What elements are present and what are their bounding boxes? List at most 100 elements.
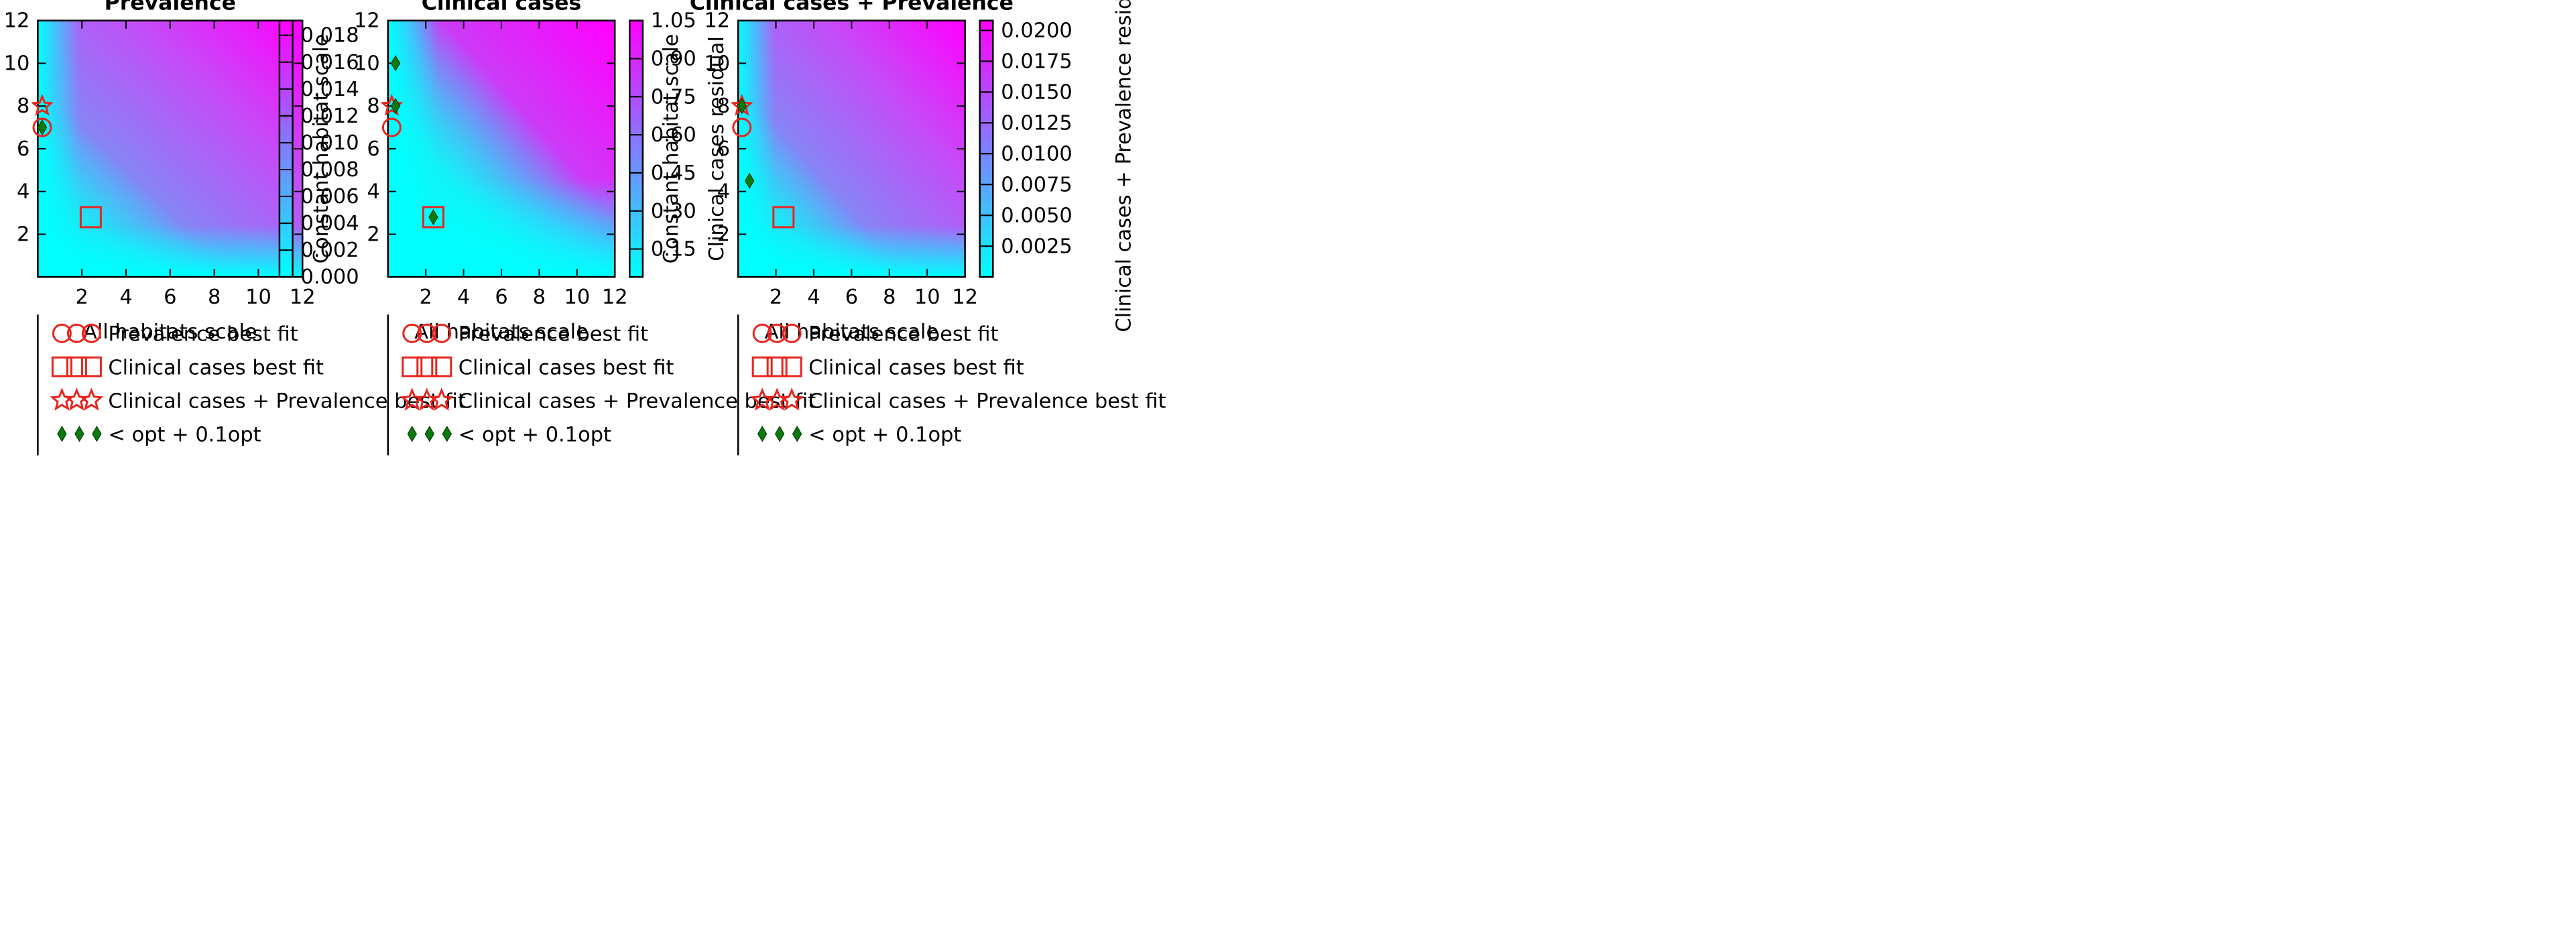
y-tick-label: 10 <box>354 52 380 75</box>
y-tick-label: 4 <box>717 180 730 204</box>
legend-label: < opt + 0.1opt <box>108 423 261 446</box>
marker-prevalence-best-fit <box>381 117 402 137</box>
x-tick-label: 10 <box>564 286 590 309</box>
y-tick-label: 2 <box>17 223 29 246</box>
legend-entry: Clinical cases best fit <box>402 356 674 379</box>
y-tick-label: 10 <box>704 52 730 75</box>
legend-circle-icon <box>782 323 802 343</box>
x-tick-label: 2 <box>770 286 782 309</box>
marker-clinical-best-fit <box>79 206 102 229</box>
legend-square-icon <box>751 356 773 377</box>
y-tick-label: 8 <box>17 95 29 118</box>
marker-near-optimal <box>428 208 438 226</box>
legend-entry: Prevalence best fit <box>402 322 648 346</box>
y-tick-label: 8 <box>367 95 379 118</box>
colorbar-tick-label: 0.006 <box>301 185 359 208</box>
legend-square-icon <box>416 356 438 377</box>
x-tick-label: 4 <box>119 286 132 309</box>
colorbar-tick-label: 0.45 <box>651 162 696 185</box>
legend-label: Clinical cases best fit <box>458 356 674 379</box>
x-tick-label: 6 <box>845 286 858 309</box>
legend-entry: Prevalence best fit <box>52 322 298 346</box>
colorbar-tick-label: 0.60 <box>651 123 696 147</box>
legend-circle-icon <box>52 323 72 343</box>
colorbar-tick-label: 0.0125 <box>1001 111 1072 135</box>
x-tick-label: 12 <box>602 286 628 309</box>
chart-title: Clinical cases + Prevalence <box>690 0 1014 15</box>
legend-entry: < opt + 0.1opt <box>407 423 611 446</box>
chart-title: Clinical cases <box>422 0 581 15</box>
legend-square-icon <box>781 356 802 377</box>
legend-label: Clinical cases best fit <box>808 356 1024 379</box>
marker-clinical-best-fit <box>422 206 444 229</box>
legend-square-icon <box>402 356 423 377</box>
x-tick-label: 12 <box>952 286 978 309</box>
legend-square-icon <box>66 356 87 377</box>
legend: Prevalence best fit Clinical cases best f… <box>387 314 816 456</box>
legend-entry: < opt + 0.1opt <box>757 423 961 446</box>
legend-circle-icon <box>767 323 787 343</box>
legend-entry: Clinical cases + Prevalence best fit <box>750 387 1166 413</box>
colorbar-tick-label: 0.018 <box>301 24 359 48</box>
marker-near-optimal <box>744 172 755 189</box>
y-axis-label: Constant habitat scale <box>310 34 333 264</box>
x-tick-label: 10 <box>914 286 940 309</box>
legend-entry: Clinical cases best fit <box>51 356 324 379</box>
colorbar-tick-label: 0.016 <box>301 51 359 74</box>
legend-star-icon <box>780 387 804 411</box>
legend-entry: Clinical cases + Prevalence best fit <box>50 387 466 413</box>
marker-near-optimal <box>390 55 401 72</box>
legend-star-icon <box>79 387 104 411</box>
legend: Prevalence best fit Clinical cases best f… <box>737 314 1166 456</box>
colorbar-tick-label: 0.008 <box>301 158 359 182</box>
colorbar-tick-label: 0.0025 <box>1001 235 1072 258</box>
legend-diamond-icon <box>424 426 434 442</box>
colorbar-tick-label: 0.010 <box>301 131 359 155</box>
legend-label: Clinical cases + Prevalence best fit <box>808 389 1166 413</box>
x-axis-label: All habitats scale <box>83 320 257 344</box>
y-tick-label: 2 <box>717 223 730 246</box>
legend-circle-icon <box>432 323 452 343</box>
legend-diamond-icon <box>774 426 785 442</box>
colorbar-tick-label: 0.75 <box>651 85 696 109</box>
y-tick-label: 6 <box>17 137 29 161</box>
colorbar-tick-label: 0.0050 <box>1001 204 1072 227</box>
marker-near-optimal <box>390 98 401 115</box>
chart-title: Prevalence <box>105 0 236 15</box>
legend-circle-icon <box>81 323 101 343</box>
legend-label: Prevalence best fit <box>458 322 648 346</box>
x-tick-label: 2 <box>420 286 432 309</box>
colorbar-tick-label: 0.90 <box>651 47 696 70</box>
colorbar-tick-label: 0.000 <box>301 265 359 289</box>
colorbar-tick-label: 0.0075 <box>1001 173 1072 196</box>
legend-label: Clinical cases + Prevalence best fit <box>108 389 465 413</box>
colorbar-tick-label: 0.0100 <box>1001 142 1072 166</box>
legend-diamond-icon <box>757 426 768 442</box>
y-tick-label: 12 <box>4 9 30 33</box>
colorbar-tick-label: 0.0150 <box>1001 80 1072 104</box>
y-axis-label: Constant habitat scale <box>660 34 683 264</box>
legend-entry: Clinical cases best fit <box>751 356 1024 379</box>
marker-near-optimal <box>37 119 48 136</box>
legend-diamond-icon <box>792 426 802 442</box>
legend-diamond-icon <box>92 426 102 442</box>
chart-panel-1: Prevalence 2 4 6 8 10 12 2 4 6 8 10 12 All habitats s… <box>4 0 466 456</box>
legend-label: < opt + 0.1opt <box>458 423 611 446</box>
colorbar-tick-label: 0.0200 <box>1001 19 1072 42</box>
legend-diamond-icon <box>74 426 84 442</box>
heatmap-surface <box>387 20 615 277</box>
legend-circle-icon <box>66 323 86 343</box>
colorbar-tick-label: 0.004 <box>301 212 359 235</box>
colorbar-tick-label: 0.014 <box>301 78 359 101</box>
legend-star-icon <box>429 387 454 411</box>
legend-entry: Clinical cases + Prevalence best fit <box>400 387 816 413</box>
legend-square-icon <box>431 356 452 377</box>
x-tick-label: 8 <box>533 286 546 309</box>
legend-circle-icon <box>402 323 422 343</box>
legend-label: Clinical cases + Prevalence best fit <box>458 389 816 413</box>
x-tick-label: 6 <box>164 286 176 309</box>
marker-prevalence-best-fit <box>32 117 52 137</box>
y-tick-label: 12 <box>354 9 380 33</box>
legend-square-icon <box>766 356 788 377</box>
